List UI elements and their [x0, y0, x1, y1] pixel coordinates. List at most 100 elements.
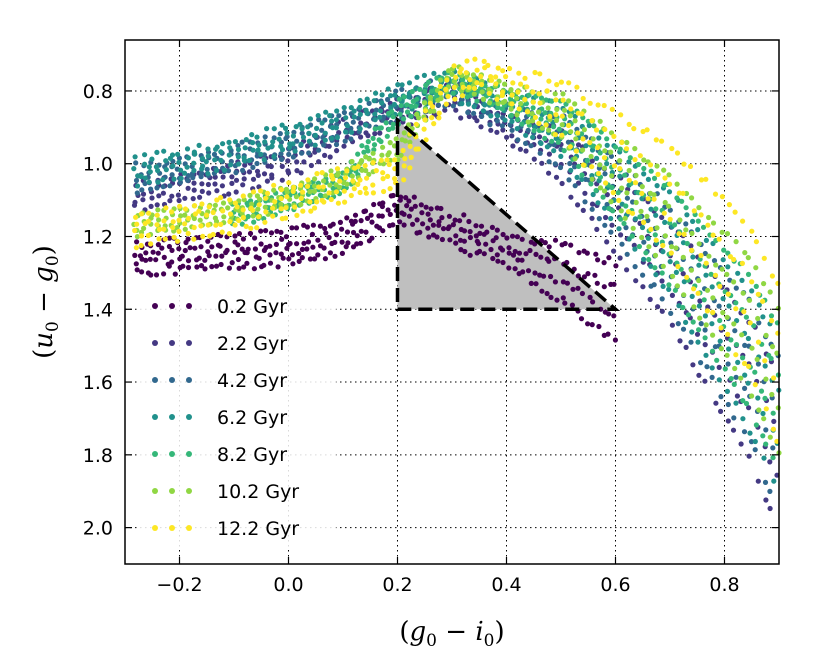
scatter-point — [531, 128, 537, 134]
scatter-point — [178, 175, 184, 181]
scatter-point — [674, 195, 680, 201]
scatter-point — [264, 190, 271, 196]
scatter-point — [227, 162, 234, 168]
scatter-point — [349, 158, 355, 165]
scatter-point — [688, 339, 694, 345]
scatter-point — [255, 214, 262, 220]
legend-marker — [186, 340, 192, 346]
scatter-point — [219, 253, 225, 259]
scatter-point — [568, 167, 574, 173]
scatter-point — [666, 172, 672, 178]
scatter-point — [575, 273, 581, 279]
scatter-point — [176, 217, 182, 223]
scatter-point — [307, 189, 313, 195]
scatter-point — [733, 352, 739, 358]
scatter-point — [471, 110, 477, 116]
scatter-point — [587, 139, 593, 146]
scatter-point — [538, 95, 545, 101]
scatter-point — [453, 74, 459, 80]
scatter-point — [319, 127, 325, 133]
scatter-point — [396, 96, 402, 102]
scatter-point — [600, 194, 606, 200]
x-tick-label: 0.8 — [709, 574, 739, 596]
scatter-point — [646, 244, 652, 250]
scatter-point — [332, 239, 338, 245]
scatter-point — [516, 70, 522, 76]
selection-region-edge — [395, 116, 621, 312]
scatter-point — [182, 206, 189, 212]
scatter-point — [355, 164, 361, 170]
scatter-point — [695, 227, 701, 233]
scatter-point — [604, 161, 610, 167]
scatter-point — [177, 179, 183, 185]
scatter-point — [653, 137, 659, 143]
scatter-point — [542, 240, 548, 246]
scatter-point — [406, 80, 413, 86]
scatter-point — [739, 332, 745, 338]
scatter-point — [579, 176, 585, 182]
scatter-point — [587, 294, 593, 300]
scatter-point — [192, 151, 198, 157]
scatter-point — [286, 180, 292, 186]
scatter-point — [711, 258, 718, 264]
scatter-point — [589, 176, 595, 182]
scatter-point — [276, 136, 282, 142]
scatter-point — [467, 229, 473, 235]
scatter-point — [617, 173, 623, 179]
scatter-point — [755, 339, 762, 345]
scatter-point — [410, 221, 416, 227]
scatter-point — [670, 273, 676, 279]
scatter-point — [227, 145, 233, 151]
scatter-point — [359, 167, 365, 173]
scatter-point — [566, 98, 572, 104]
scatter-point — [589, 206, 595, 212]
scatter-point — [499, 247, 506, 253]
scatter-point — [452, 96, 458, 102]
scatter-point — [398, 152, 404, 158]
scatter-point — [705, 222, 711, 228]
scatter-point — [738, 441, 744, 447]
scatter-point — [602, 148, 608, 154]
scatter-point — [134, 234, 140, 240]
scatter-point — [406, 94, 412, 100]
scatter-point — [582, 190, 588, 196]
scatter-point — [292, 148, 298, 154]
scatter-point — [377, 114, 383, 120]
scatter-point — [191, 224, 197, 231]
scatter-point — [184, 146, 191, 152]
scatter-point — [350, 119, 356, 125]
scatter-point — [691, 208, 697, 214]
scatter-point — [205, 153, 211, 159]
scatter-point — [632, 157, 638, 163]
scatter-point — [397, 111, 403, 117]
scatter-point — [481, 58, 487, 64]
scatter-point — [175, 151, 181, 157]
scatter-point — [198, 223, 204, 229]
scatter-point — [698, 212, 704, 218]
scatter-point — [254, 225, 260, 231]
scatter-point — [542, 135, 548, 141]
scatter-point — [639, 224, 646, 231]
scatter-point — [740, 355, 746, 361]
scatter-point — [645, 235, 651, 241]
scatter-point — [451, 63, 457, 69]
plot-frame — [124, 39, 780, 565]
scatter-point — [479, 81, 485, 88]
scatter-point — [602, 126, 608, 132]
scatter-point — [323, 230, 329, 236]
scatter-point — [407, 139, 413, 145]
scatter-point — [390, 114, 396, 120]
scatter-point — [243, 137, 249, 143]
scatter-point — [156, 226, 163, 232]
scatter-point — [373, 107, 379, 113]
scatter-point — [574, 174, 580, 180]
scatter-point — [348, 105, 354, 111]
scatter-point — [589, 164, 595, 170]
scatter-point — [185, 264, 192, 271]
scatter-point — [760, 433, 766, 439]
scatter-point — [218, 195, 224, 201]
scatter-point — [645, 176, 652, 182]
scatter-point — [552, 237, 559, 243]
scatter-point — [552, 91, 558, 97]
scatter-point — [422, 88, 428, 95]
